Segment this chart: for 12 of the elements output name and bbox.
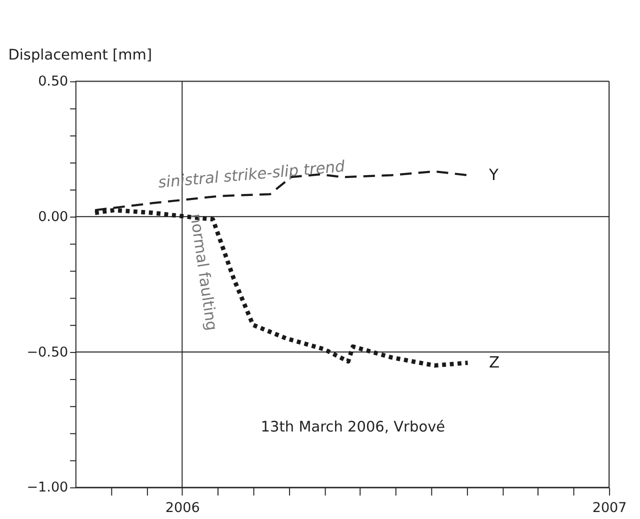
annotation: 13th March 2006, Vrbové xyxy=(260,419,446,436)
y-axis-title: Displacement [mm] xyxy=(8,48,152,64)
annotation: sinistral strike-slip trend xyxy=(157,157,346,192)
annotation: normal faulting xyxy=(186,212,221,332)
x-tick-label: 2007 xyxy=(592,500,627,516)
y-tick-label: −1.00 xyxy=(26,480,68,496)
y-tick-label: −0.50 xyxy=(26,344,68,360)
y-tick-label: 0.00 xyxy=(38,208,68,225)
series-label: Y xyxy=(488,166,500,184)
y-tick-label: 0.50 xyxy=(38,74,68,90)
x-tick-label: 2006 xyxy=(165,500,200,516)
series-label: Z xyxy=(489,354,500,372)
